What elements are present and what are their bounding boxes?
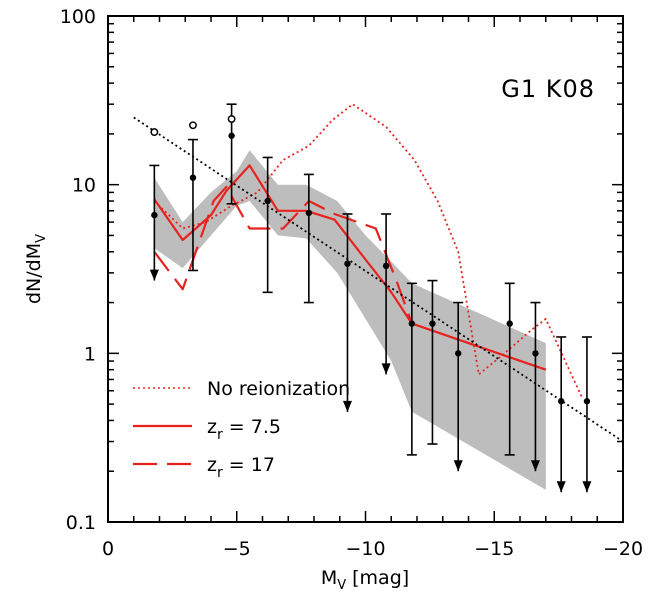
legend-value-17: = 17 <box>223 454 275 476</box>
y-axis-title-sub: V <box>34 234 49 243</box>
x-axis-title-main: M <box>321 567 337 589</box>
x-axis-title-unit: [mag] <box>352 567 409 589</box>
data-point-12 <box>558 398 565 405</box>
open-point-0 <box>150 128 159 137</box>
curve-layer <box>133 103 624 443</box>
data-point-3 <box>264 197 271 205</box>
data-point-0 <box>151 211 158 219</box>
legend-label-zr-7-5: zr = 7.5 <box>207 416 281 443</box>
points-layer <box>149 103 592 493</box>
y-tick-label-2: 10 <box>72 175 96 197</box>
legend-label-zr-17: zr = 17 <box>207 454 275 481</box>
upper-limit-arrow-0 <box>149 269 159 281</box>
data-point-9 <box>455 350 462 357</box>
data-point-2 <box>228 132 235 139</box>
x-tick-label-0: 0 <box>102 538 114 560</box>
legend-label-no-reionization: No reionization <box>207 378 350 400</box>
data-point-10 <box>506 320 513 327</box>
x-axis-title-sub: V <box>337 578 346 593</box>
band-area <box>154 150 546 490</box>
open-point-2 <box>227 115 236 123</box>
x-tick-label-2: −10 <box>345 538 385 560</box>
upper-limit-arrow-9 <box>453 460 463 472</box>
tick-layer: 0 −5 −10 −15 −20 0.1 1 10 100 <box>60 6 643 560</box>
upper-limit-arrow-11 <box>530 460 540 472</box>
chart-annotation: G1 K08 <box>501 75 595 103</box>
series-line-2 <box>153 185 413 324</box>
upper-limit-arrow-6 <box>381 363 391 375</box>
upper-limit-arrow-13 <box>582 481 592 493</box>
data-point-1 <box>189 174 197 181</box>
y-axis-title: dN/dMV <box>23 234 49 304</box>
y-tick-label-1: 1 <box>84 343 96 365</box>
x-tick-label-4: −20 <box>603 538 643 560</box>
data-point-5 <box>344 260 351 267</box>
legend-z-17: z <box>207 454 217 476</box>
legend: No reionization zr = 7.5 zr = 17 <box>133 378 350 481</box>
upper-limit-arrow-12 <box>556 481 566 493</box>
x-tick-label-1: −5 <box>223 538 251 560</box>
legend-z-7-5: z <box>207 416 217 438</box>
data-point-13 <box>583 398 591 405</box>
y-tick-label-0: 0.1 <box>66 512 96 534</box>
x-axis-title: MV [mag] <box>321 567 409 593</box>
legend-value-7-5: = 7.5 <box>223 416 281 438</box>
data-point-6 <box>382 262 390 270</box>
data-point-11 <box>532 350 539 357</box>
x-tick-label-3: −15 <box>474 538 514 560</box>
legend-z-sub-7-5: r <box>217 427 223 443</box>
data-point-8 <box>429 320 436 327</box>
y-tick-label-3: 100 <box>60 6 96 28</box>
upper-limit-arrow-5 <box>342 400 352 412</box>
y-axis-title-main: dN/dM <box>23 243 45 304</box>
band-layer <box>154 150 546 490</box>
data-point-4 <box>305 209 313 217</box>
open-point-1 <box>189 121 197 130</box>
legend-z-sub-17: r <box>217 465 223 481</box>
data-point-7 <box>408 320 416 327</box>
